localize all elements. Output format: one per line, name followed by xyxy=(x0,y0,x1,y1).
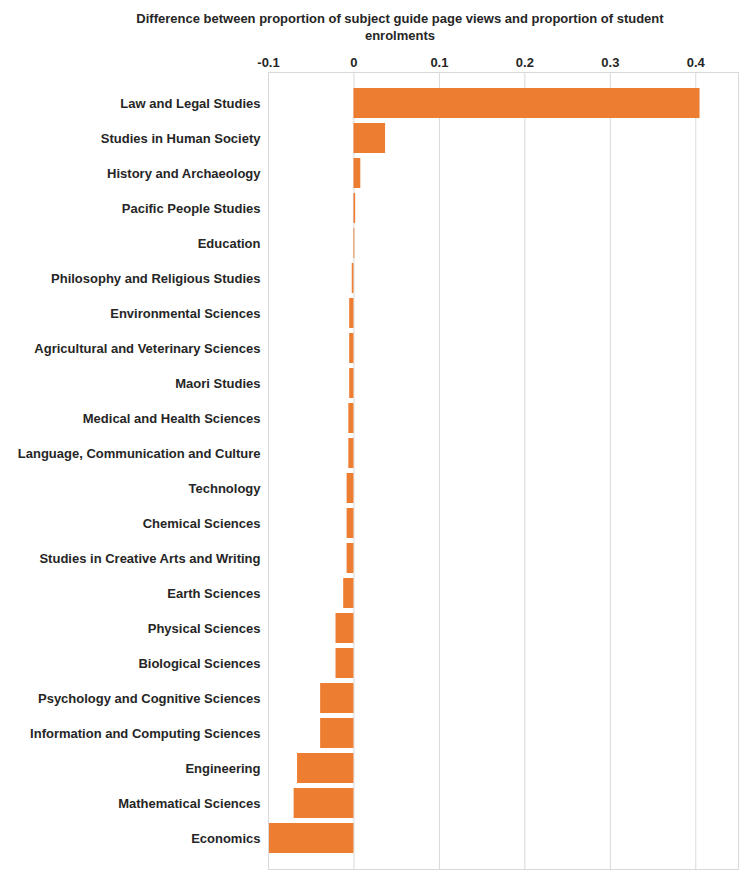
html-text:Difference between proportion: Difference between proportion of subject… xyxy=(136,11,664,43)
svg-text:Economics: Economics xyxy=(191,831,260,846)
svg-text:Chemical Sciences: Chemical Sciences xyxy=(143,516,261,531)
svg-text:0.2: 0.2 xyxy=(516,55,534,70)
svg-text:Law and Legal Studies: Law and Legal Studies xyxy=(120,96,260,111)
svg-text:Philosophy and Religious Studi: Philosophy and Religious Studies xyxy=(51,271,260,286)
svg-text:Earth Sciences: Earth Sciences xyxy=(167,586,260,601)
svg-text:Language, Communication and Cu: Language, Communication and Culture xyxy=(18,446,261,461)
svg-text:Studies in Human Society: Studies in Human Society xyxy=(101,131,261,146)
svg-text:Agricultural and Veterinary Sc: Agricultural and Veterinary Sciences xyxy=(34,341,260,356)
svg-text:Physical Sciences: Physical Sciences xyxy=(148,621,261,636)
svg-text:Technology: Technology xyxy=(189,481,262,496)
svg-text:Medical and Health Sciences: Medical and Health Sciences xyxy=(83,411,261,426)
svg-text:-0.1: -0.1 xyxy=(257,55,279,70)
svg-text:Biological Sciences: Biological Sciences xyxy=(138,656,260,671)
svg-text:Education: Education xyxy=(198,236,261,251)
svg-text:Psychology and Cognitive Scien: Psychology and Cognitive Sciences xyxy=(38,691,261,706)
svg-text:Engineering: Engineering xyxy=(185,761,260,776)
svg-text:0: 0 xyxy=(350,55,357,70)
svg-text:Information and Computing Scie: Information and Computing Sciences xyxy=(30,726,260,741)
svg-text:History and Archaeology: History and Archaeology xyxy=(107,166,261,181)
svg-text:0.1: 0.1 xyxy=(430,55,448,70)
svg-text:Environmental Sciences: Environmental Sciences xyxy=(110,306,260,321)
svg-text:Pacific People Studies: Pacific People Studies xyxy=(122,201,261,216)
svg-text:Mathematical Sciences: Mathematical Sciences xyxy=(118,796,260,811)
svg-text:0.4: 0.4 xyxy=(687,55,706,70)
svg-text:0.3: 0.3 xyxy=(601,55,619,70)
svg-text:Studies in Creative Arts and W: Studies in Creative Arts and Writing xyxy=(39,551,260,566)
svg-text:Maori Studies: Maori Studies xyxy=(175,376,260,391)
